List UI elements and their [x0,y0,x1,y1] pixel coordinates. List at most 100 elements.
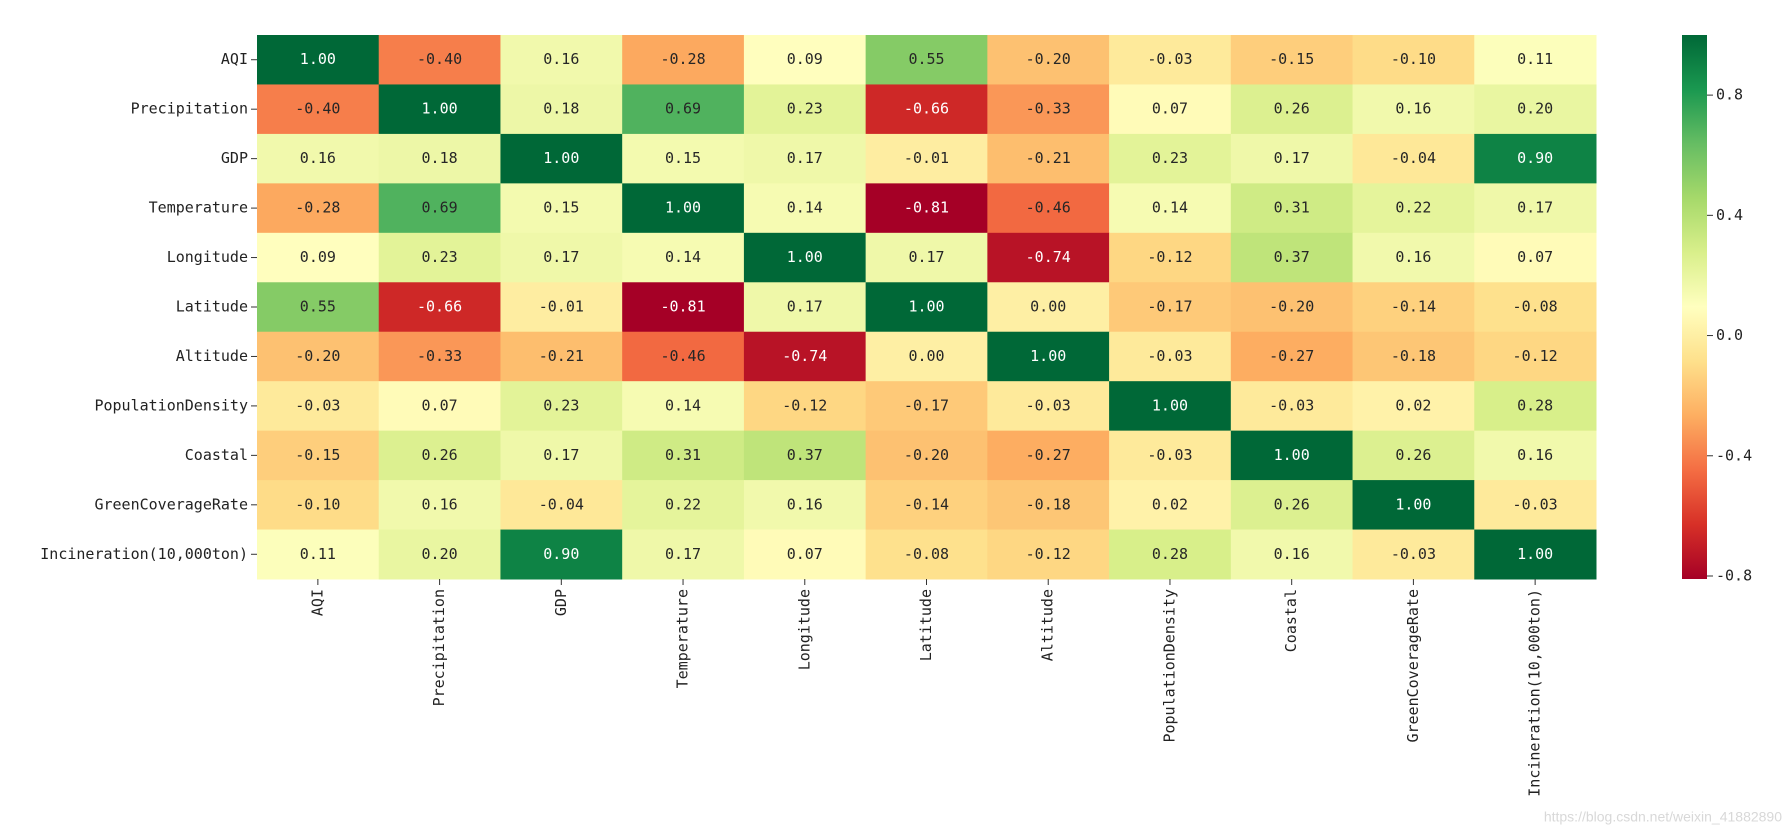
y-tick-label: Incineration(10,000ton) [40,545,248,563]
cell-label: 0.23 [1152,149,1188,167]
heatmap-cell [500,480,623,531]
cell-label: 1.00 [1395,495,1431,513]
heatmap-cell [743,480,867,531]
heatmap-cell [1352,529,1475,580]
cell-label: 0.26 [1274,100,1310,118]
heatmap-cell [1109,282,1232,333]
heatmap-cell [743,232,867,283]
y-tick-label: GreenCoverageRate [94,495,248,513]
x-tick-label: GreenCoverageRate [1404,589,1422,743]
heatmap-cell [987,282,1110,333]
heatmap-cell [743,133,867,184]
heatmap-cell [987,232,1110,283]
cell-label: 0.02 [1152,495,1188,513]
heatmap-cell [622,480,745,531]
cell-label: 0.22 [665,495,701,513]
cell-label: -0.21 [1026,149,1071,167]
heatmap-cell [257,282,380,333]
cell-label: -0.74 [782,347,827,365]
cell-label: 0.18 [543,100,579,118]
cell-label: 0.37 [787,446,823,464]
cell-label: 0.55 [300,298,336,316]
heatmap-cell [987,183,1110,234]
x-tick-label: AQI [308,589,326,616]
heatmap-cell [257,381,380,432]
colorbar [1682,35,1707,579]
cell-label: -0.21 [539,347,584,365]
cell-label: 0.31 [1274,199,1310,217]
cell-label: 0.28 [1517,396,1553,414]
colorbar-tick-label: 0.8 [1716,86,1743,104]
cell-label: 0.07 [422,396,458,414]
heatmap-cell [500,232,623,283]
heatmap-cell [622,282,745,333]
cell-label: 1.00 [1030,347,1066,365]
cell-label: 0.11 [1517,50,1553,68]
heatmap-cell [257,133,380,184]
cell-label: -0.40 [417,50,462,68]
cell-label: 1.00 [1274,446,1310,464]
cell-label: 0.37 [1274,248,1310,266]
cell-label: -0.03 [295,396,340,414]
heatmap-cell [1230,183,1354,234]
cell-label: -0.03 [1147,347,1192,365]
heatmap-cell [1474,529,1597,580]
heatmap-cell [378,480,501,531]
heatmap-cell [1352,35,1475,85]
cell-label: 0.17 [787,298,823,316]
cell-label: 1.00 [300,50,336,68]
heatmap-cell [1109,480,1232,531]
cell-label: -0.46 [1026,199,1071,217]
heatmap-cell [1474,480,1597,531]
heatmap-cell [378,35,501,85]
cell-label: 0.23 [422,248,458,266]
cell-label: 0.09 [787,50,823,68]
heatmap-cell [1474,430,1597,481]
cell-label: -0.03 [1147,50,1192,68]
heatmap-cell [1474,232,1597,283]
colorbar-tick-label: -0.4 [1716,446,1752,464]
cell-label: 0.69 [665,100,701,118]
heatmap-cell [1474,133,1597,184]
heatmap-cell [987,331,1110,382]
cell-label: 0.16 [1395,248,1431,266]
heatmap-cell [865,84,988,135]
cell-label: -0.15 [1269,50,1314,68]
cell-label: 1.00 [908,298,944,316]
heatmap-cell [987,381,1110,432]
cell-label: -0.08 [904,545,949,563]
heatmap-cell [987,480,1110,531]
cell-label: -0.03 [1026,396,1071,414]
heatmap-cell [622,381,745,432]
heatmap-cell [500,84,623,135]
cell-label: 0.00 [908,347,944,365]
cell-label: -0.28 [295,199,340,217]
y-tick-label: Coastal [185,446,248,464]
cell-label: 0.17 [543,248,579,266]
cell-label: 0.16 [1395,100,1431,118]
heatmap-cell [1474,84,1597,135]
cell-label: 0.02 [1395,396,1431,414]
cell-label: 0.26 [1274,495,1310,513]
heatmap-cell [865,381,988,432]
cell-label: -0.10 [295,495,340,513]
heatmap-cell [1352,331,1475,382]
heatmap-cell [500,183,623,234]
heatmap-cell [1109,529,1232,580]
cell-label: 0.16 [422,495,458,513]
cell-label: 0.16 [543,50,579,68]
heatmap-cell [865,430,988,481]
colorbar-tick-label: 0.4 [1716,206,1743,224]
cell-label: -0.18 [1391,347,1436,365]
cell-label: 0.17 [1517,199,1553,217]
cell-label: 0.17 [787,149,823,167]
heatmap-cell [865,480,988,531]
heatmap-cell [257,183,380,234]
heatmap-cell [500,331,623,382]
cell-label: -0.04 [539,495,584,513]
cell-label: -0.08 [1513,298,1558,316]
heatmap-cell [987,529,1110,580]
cell-label: 0.11 [300,545,336,563]
heatmap-cell [865,282,988,333]
cell-label: 0.28 [1152,545,1188,563]
